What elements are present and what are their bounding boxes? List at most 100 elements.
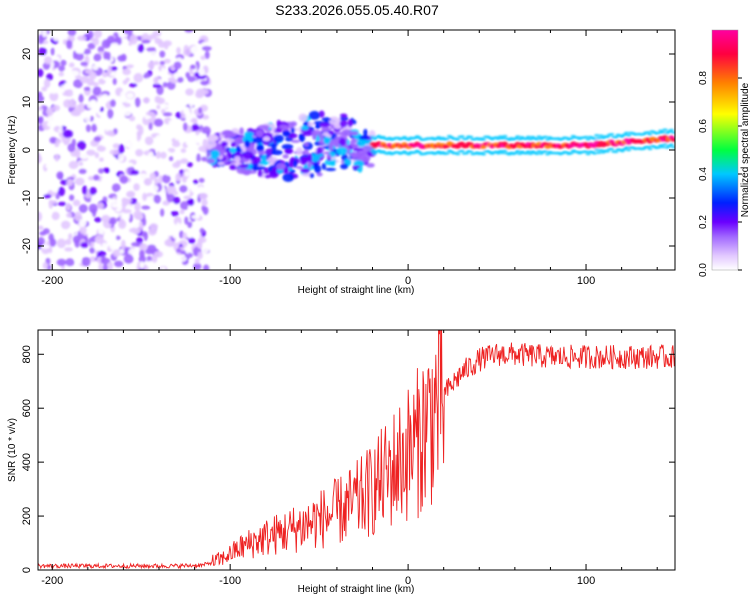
heatmap-cell: [125, 262, 132, 270]
heatmap-cell: [107, 261, 114, 270]
heatmap-cell: [43, 43, 54, 48]
heatmap-cell: [128, 83, 138, 88]
heatmap-cell: [161, 108, 166, 114]
heatmap-cell: [613, 150, 619, 153]
heatmap-y-tick-label: -10: [21, 190, 33, 206]
heatmap-cell: [176, 248, 182, 253]
heatmap-cell: [154, 251, 164, 258]
colorbar: 0.0 0.2 0.4 0.6 0.8 Normalized spectral ampl…: [698, 29, 750, 277]
heatmap-cell: [194, 258, 200, 265]
heatmap-cell: [129, 34, 138, 45]
heatmap-cell: [187, 154, 198, 159]
heatmap-cell: [321, 162, 327, 170]
heatmap-cell: [205, 144, 213, 150]
heatmap-cell: [60, 59, 67, 67]
heatmap-cell: [153, 194, 161, 204]
heatmap-cell: [243, 131, 254, 137]
heatmap-cell: [191, 223, 199, 231]
heatmap-cell: [197, 251, 203, 260]
heatmap-cell: [73, 40, 79, 51]
heatmap-cell: [545, 152, 551, 156]
heatmap-cell: [110, 42, 119, 47]
heatmap-cell: [463, 137, 469, 141]
heatmap-cell: [309, 173, 315, 179]
heatmap-cell: [77, 103, 83, 110]
heatmap-cell: [186, 230, 194, 238]
heatmap-cell: [144, 136, 154, 146]
heatmap-cell: [163, 124, 173, 130]
heatmap-cell: [87, 42, 96, 50]
heatmap-cell: [257, 150, 266, 155]
heatmap-cells: [38, 30, 675, 270]
heatmap-cell: [52, 31, 61, 42]
heatmap-cell: [170, 79, 179, 84]
heatmap-cell: [341, 129, 353, 137]
heatmap-cell: [352, 165, 361, 169]
heatmap-cell: [146, 260, 154, 268]
heatmap-cell: [229, 147, 237, 154]
heatmap-cell: [163, 235, 169, 240]
heatmap-cell: [77, 140, 87, 151]
heatmap-cell: [43, 78, 51, 89]
heatmap-cell: [80, 61, 88, 66]
heatmap-cell: [376, 149, 382, 152]
heatmap-cell: [118, 143, 125, 154]
heatmap-cell: [203, 264, 210, 270]
heatmap-cell: [202, 114, 210, 120]
heatmap-cell: [67, 30, 77, 37]
heatmap-cell: [101, 176, 111, 185]
snr-y-tick-label: 800: [21, 345, 33, 363]
heatmap-cell: [502, 135, 508, 138]
heatmap-cell: [90, 99, 98, 108]
heatmap-cell: [121, 197, 128, 204]
heatmap-cell: [38, 262, 42, 269]
heatmap-cell: [40, 244, 50, 249]
heatmap-cell: [184, 171, 190, 177]
heatmap-cell: [68, 233, 73, 240]
heatmap-cell: [94, 152, 100, 159]
heatmap-cell: [102, 59, 110, 69]
heatmap-cell: [74, 132, 80, 138]
heatmap-cell: [45, 97, 51, 106]
heatmap-cell: [372, 152, 378, 155]
heatmap-cell: [230, 141, 236, 148]
heatmap-cell: [502, 149, 508, 152]
heatmap-cell: [444, 137, 450, 141]
heatmap-cell: [363, 128, 368, 137]
heatmap-cell: [671, 145, 675, 149]
heatmap-cell: [106, 130, 115, 137]
heatmap-frame: [37, 29, 676, 271]
heatmap-cell: [647, 133, 653, 136]
heatmap-cell: [198, 178, 205, 183]
heatmap-cell: [180, 148, 187, 153]
heatmap-cell: [49, 91, 59, 102]
heatmap-cell: [338, 137, 347, 146]
heatmap-cell: [68, 194, 75, 201]
heatmap-cell: [152, 83, 162, 88]
heatmap-cell: [158, 175, 164, 184]
heatmap-cell: [626, 134, 632, 137]
colorbar-tick-label: 0.4: [698, 167, 709, 181]
heatmap-cell: [123, 30, 133, 35]
heatmap-cell: [68, 62, 75, 68]
heatmap-cell: [142, 218, 147, 226]
heatmap-cell: [328, 142, 334, 152]
heatmap-cell: [325, 167, 337, 172]
heatmap-cell: [110, 166, 116, 176]
heatmap-cell: [468, 150, 474, 153]
heatmap-cell: [108, 209, 115, 215]
heatmap-cell: [323, 136, 331, 145]
heatmap-cell: [171, 141, 181, 148]
heatmap-cell: [169, 103, 177, 110]
heatmap-cell: [149, 184, 159, 193]
heatmap-cell: [536, 149, 542, 153]
heatmap-cell: [167, 227, 173, 237]
heatmap-cell: [47, 120, 56, 128]
heatmap-cell: [291, 139, 301, 143]
heatmap-cell: [142, 192, 147, 201]
heatmap-cell: [179, 201, 190, 210]
snr-plot-area: [38, 330, 675, 570]
heatmap-cell: [161, 137, 166, 144]
heatmap-cell: [70, 110, 81, 117]
heatmap-cell: [298, 133, 304, 142]
